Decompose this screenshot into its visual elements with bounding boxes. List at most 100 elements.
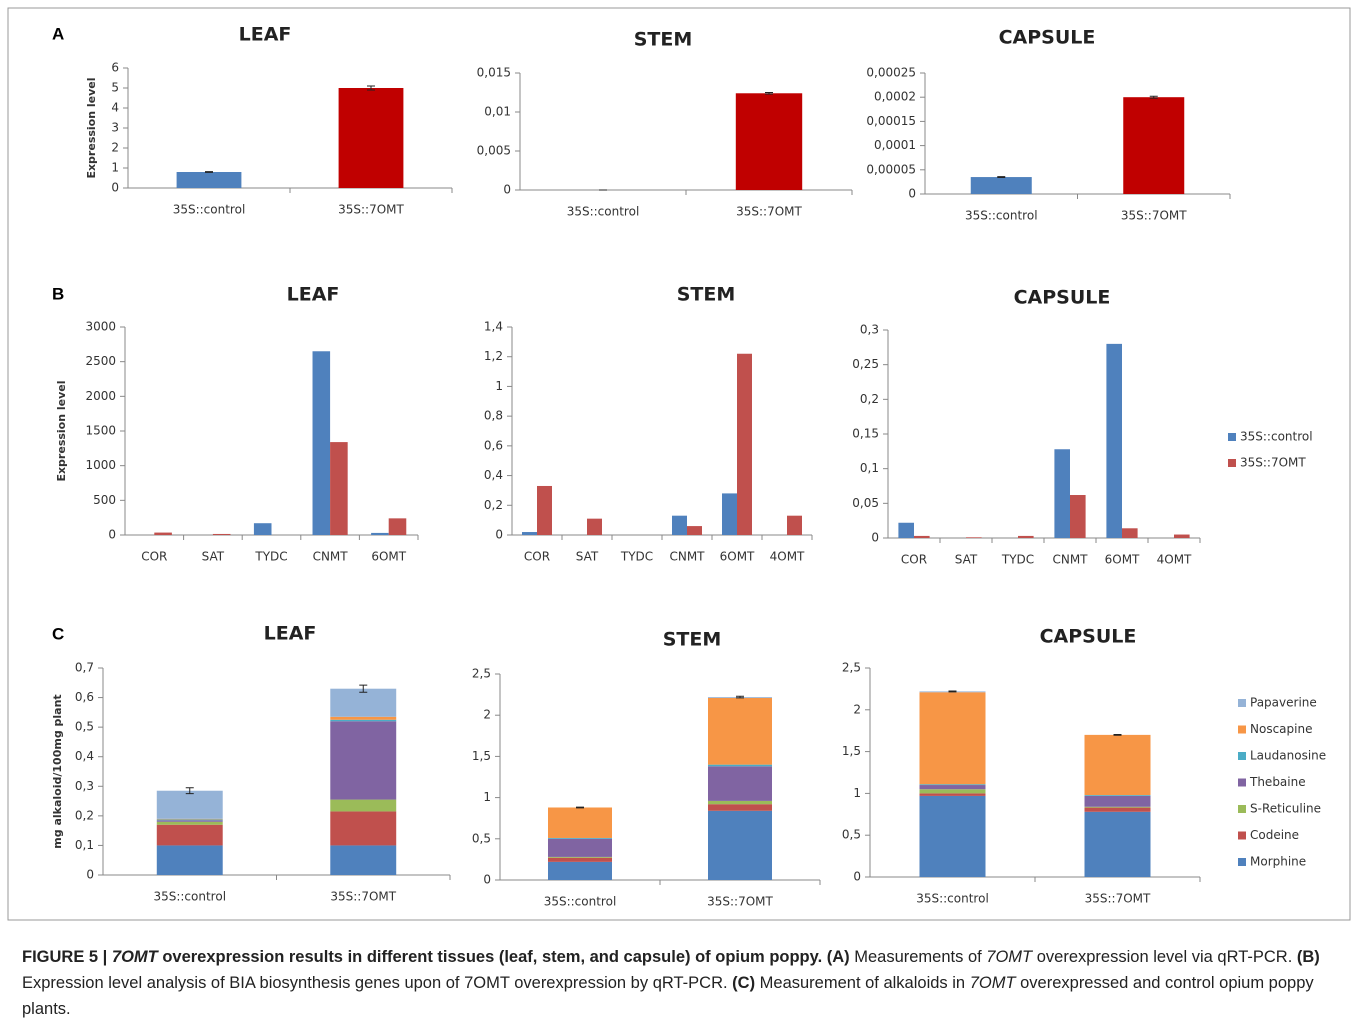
bar-segment [919,789,986,794]
bar-segment [548,807,612,838]
y-tick-label: 0,15 [852,427,879,441]
bar [537,485,552,535]
y-tick-label: 0,0001 [874,138,916,152]
y-tick-label: 2000 [85,389,116,403]
bar-segment [919,784,986,786]
legend-label: 35S::control [1240,430,1313,444]
bar [672,515,687,535]
error-bar [367,85,375,91]
chart-title: STEM [634,29,693,51]
bar-segment [1084,807,1151,812]
y-tick-label: 2,5 [842,661,861,675]
y-tick-label: 1500 [85,424,116,438]
x-tick-label: 35S::control [544,895,617,909]
x-tick-label: 35S::control [153,890,226,904]
bar-segment [156,845,223,875]
bar-segment [919,692,986,785]
y-tick-label: 0,4 [75,749,94,763]
legend-label: Laudanosine [1250,749,1326,763]
bar [1054,449,1070,538]
y-tick-label: 1 [853,786,861,800]
y-tick-label: 4 [111,101,119,115]
bar [371,532,389,535]
y-tick-label: 0 [111,181,119,195]
bar-segment [1084,811,1151,877]
y-tick-label: 2,5 [472,667,491,681]
bar-segment [708,804,772,811]
bar-segment [708,697,772,765]
y-tick-label: 0 [483,873,491,887]
legend-label: 35S::7OMT [1240,456,1306,470]
bar [737,353,752,535]
error-bar [185,787,194,795]
y-tick-label: 0,6 [484,438,503,452]
y-tick-label: 0,8 [484,409,503,423]
x-tick-label: 35S::7OMT [338,203,404,217]
y-tick-label: 0 [495,528,503,542]
bar [914,535,930,538]
y-tick-label: 3000 [85,320,116,334]
caption-text: Expression level analysis of BIA biosynt… [22,974,733,992]
x-tick-label: 35S::control [567,205,640,219]
bar-segment [156,790,223,819]
y-tick-label: 0,00015 [866,114,916,128]
y-tick-label: 1 [495,379,503,393]
y-tick-label: 0,5 [472,831,491,845]
bar-segment [708,766,772,801]
bar-segment [330,688,397,717]
x-tick-label: TYDC [254,550,287,564]
y-tick-label: 1,5 [842,744,861,758]
y-tick-label: 0 [503,183,511,197]
caption-text: overexpressed and control opium poppy pl… [22,974,1314,1018]
caption: FIGURE 5 | 7OMT overexpression results i… [22,944,1340,1022]
bar [522,532,537,535]
error-bar [359,684,368,693]
legend-swatch [1238,778,1246,787]
y-tick-label: 0,7 [75,661,94,675]
legend-swatch [1238,831,1246,840]
legend-label: Noscapine [1250,722,1312,736]
x-tick-label: 35S::7OMT [1085,892,1151,906]
x-tick-label: TYDC [1001,553,1034,567]
bar-segment [1084,806,1151,808]
bar-segment [548,856,612,858]
y-tick-label: 1 [111,161,119,175]
x-tick-label: 6OMT [371,550,406,564]
caption-text: 7OMT [111,948,158,966]
legend-swatch [1238,752,1246,760]
bar-segment [156,824,223,846]
bar-segment [708,764,772,767]
chart-title: LEAF [264,623,317,645]
bar-segment [708,800,772,805]
y-axis-label: Expression level [55,380,68,481]
y-axis-label: mg alkaloid/100mg plant [51,694,64,848]
bar [1070,495,1086,538]
y-tick-label: 0,00025 [866,66,916,80]
legend-swatch [1238,858,1246,866]
bar-segment [1084,795,1151,807]
bar [338,88,404,188]
bar-segment [330,719,397,722]
y-tick-label: 2500 [85,354,116,368]
bar [1174,534,1190,538]
x-tick-label: COR [141,550,167,564]
chart-title: STEM [677,284,736,306]
chart-title: LEAF [287,284,340,306]
y-tick-label: 0 [908,187,916,201]
x-tick-label: 4OMT [770,550,805,564]
x-tick-label: 35S::control [173,203,246,217]
x-tick-label: SAT [202,550,225,564]
bar-segment [708,810,772,880]
y-tick-label: 5 [111,81,119,95]
y-tick-label: 2 [111,141,119,155]
bar [212,533,231,535]
bar-segment [919,785,986,790]
y-tick-label: 0 [853,870,861,884]
y-tick-label: 1000 [85,458,116,472]
y-tick-label: 0,5 [75,720,94,734]
y-tick-label: 1,2 [484,349,503,363]
